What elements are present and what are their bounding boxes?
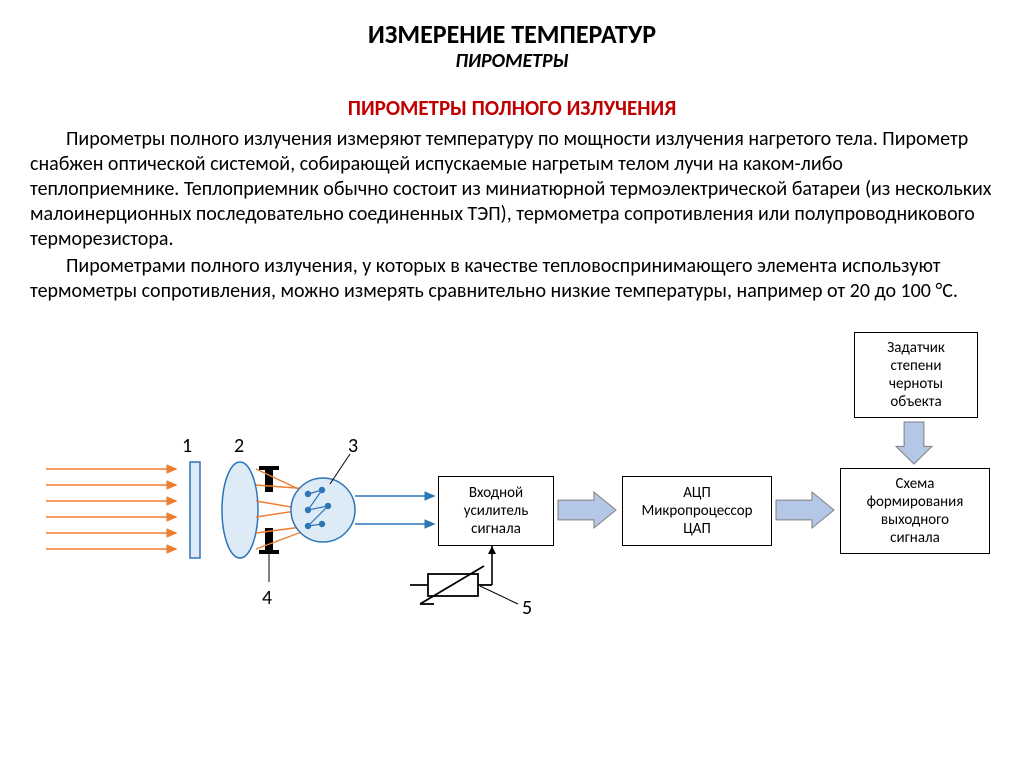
page-title: ИЗМЕРЕНИЕ ТЕМПЕРАТУР — [30, 20, 994, 49]
paragraph-1: Пирометры полного излучения измеряют тем… — [30, 127, 994, 252]
pyrometer-diagram: Входной усилитель сигнала АЦП Микропроце… — [30, 314, 1000, 634]
label-1: 1 — [182, 434, 192, 458]
label-2: 2 — [234, 434, 244, 458]
section-title: ПИРОМЕТРЫ ПОЛНОГО ИЗЛУЧЕНИЯ — [30, 95, 994, 121]
box-input-amplifier: Входной усилитель сигнала — [438, 476, 554, 546]
box-adc-micro-dac: АЦП Микропроцессор ЦАП — [622, 476, 772, 546]
page-subtitle: ПИРОМЕТРЫ — [30, 49, 994, 73]
label-3: 3 — [348, 434, 358, 458]
label-5: 5 — [522, 596, 532, 620]
box-output-former: Схема формирования выходного сигнала — [840, 468, 990, 554]
paragraph-2: Пирометрами полного излучения, у которых… — [30, 254, 994, 304]
box-emissivity-setter: Задатчик степени черноты объекта — [854, 332, 978, 418]
label-4: 4 — [262, 586, 272, 610]
